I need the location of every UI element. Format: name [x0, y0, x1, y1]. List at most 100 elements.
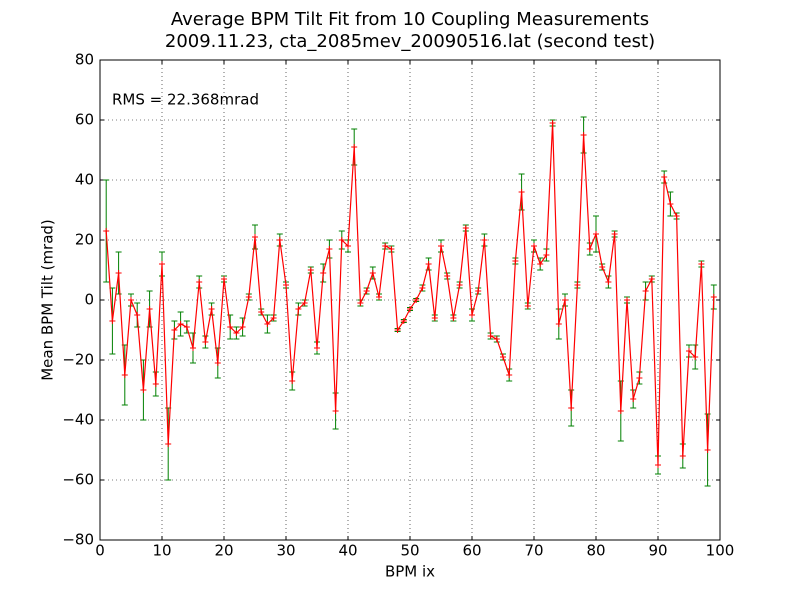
x-tick-label: 30: [276, 542, 295, 560]
point-marker: [655, 462, 661, 468]
point-marker: [214, 360, 221, 366]
point-marker: [140, 387, 147, 393]
point-marker: [289, 378, 296, 384]
point-marker: [115, 270, 122, 276]
x-tick-label: 10: [152, 542, 171, 560]
point-marker: [444, 273, 451, 279]
point-marker: [630, 396, 637, 402]
point-marker: [245, 294, 252, 300]
point-marker: [121, 372, 128, 378]
y-tick-label: 40: [75, 171, 94, 189]
point-marker: [710, 294, 717, 300]
x-tick-label: 70: [524, 542, 543, 560]
point-marker: [270, 315, 277, 321]
point-marker: [252, 234, 258, 240]
chart-title: Average BPM Tilt Fit from 10 Coupling Me…: [171, 9, 649, 30]
point-marker: [531, 243, 537, 249]
point-marker: [438, 243, 444, 249]
point-marker: [134, 312, 141, 318]
plot-frame: [99, 59, 721, 541]
point-marker: [562, 297, 568, 303]
point-marker: [512, 258, 519, 264]
point-marker: [537, 261, 544, 267]
point-marker: [506, 372, 513, 378]
point-marker: [425, 261, 432, 267]
point-marker: [159, 261, 165, 267]
point-marker: [413, 297, 420, 303]
point-marker: [450, 315, 457, 321]
point-marker: [673, 213, 680, 219]
x-tick-label: 0: [95, 542, 105, 560]
y-tick-label: −80: [62, 531, 94, 549]
point-marker: [580, 132, 587, 138]
point-marker: [648, 276, 655, 282]
point-marker: [152, 381, 159, 387]
point-marker: [636, 375, 643, 381]
point-marker: [357, 300, 364, 306]
point-marker: [171, 327, 178, 333]
annotation: RMS = 22.368mrad: [112, 91, 259, 109]
point-marker: [345, 243, 351, 249]
x-tick-label: 80: [586, 542, 605, 560]
x-tick-label: 100: [706, 542, 735, 560]
point-marker: [624, 297, 630, 303]
y-tick-label: −20: [62, 351, 94, 369]
point-marker: [314, 345, 320, 351]
x-tick-label: 40: [338, 542, 357, 560]
point-marker: [233, 330, 240, 336]
point-marker: [276, 237, 283, 243]
point-marker: [611, 231, 618, 237]
point-marker: [338, 237, 345, 243]
y-tick-label: 0: [84, 291, 94, 309]
point-marker: [363, 288, 370, 294]
chart-subtitle: 2009.11.23, cta_2085mev_20090516.lat (se…: [165, 31, 655, 52]
point-marker: [351, 144, 358, 150]
x-tick-label: 50: [400, 542, 419, 560]
point-marker: [239, 324, 246, 330]
point-marker: [518, 189, 525, 195]
point-marker: [469, 312, 475, 318]
point-marker: [332, 408, 339, 414]
point-marker: [475, 288, 482, 294]
point-marker: [524, 303, 531, 309]
point-marker: [593, 231, 599, 237]
point-marker: [400, 318, 407, 324]
point-marker: [376, 294, 382, 300]
point-marker: [462, 225, 469, 231]
point-marker: [326, 246, 333, 252]
point-marker: [704, 447, 711, 453]
point-marker: [599, 264, 606, 270]
point-marker: [574, 282, 581, 288]
point-marker: [369, 270, 376, 276]
point-marker: [493, 336, 500, 342]
point-marker: [394, 327, 401, 333]
point-marker: [555, 321, 562, 327]
point-marker: [500, 354, 506, 360]
point-marker: [109, 318, 116, 324]
point-marker: [698, 261, 705, 267]
point-marker: [586, 246, 593, 252]
point-marker: [221, 276, 227, 282]
point-marker: [183, 324, 190, 330]
x-tick-label: 20: [214, 542, 233, 560]
point-marker: [605, 279, 612, 285]
point-marker: [419, 285, 426, 291]
point-marker: [543, 252, 550, 258]
point-marker: [487, 333, 494, 339]
point-marker: [264, 321, 271, 327]
point-marker: [661, 174, 668, 180]
point-marker: [208, 306, 215, 312]
y-tick-label: 80: [75, 51, 94, 69]
point-marker: [692, 354, 699, 360]
point-marker: [301, 300, 308, 306]
point-marker: [103, 228, 110, 234]
point-marker: [642, 288, 649, 294]
point-marker: [202, 339, 209, 345]
point-marker: [407, 306, 413, 312]
point-marker: [258, 309, 265, 315]
point-marker: [382, 243, 389, 249]
y-tick-label: −60: [62, 471, 94, 489]
point-marker: [177, 321, 184, 327]
x-tick-label: 90: [648, 542, 667, 560]
